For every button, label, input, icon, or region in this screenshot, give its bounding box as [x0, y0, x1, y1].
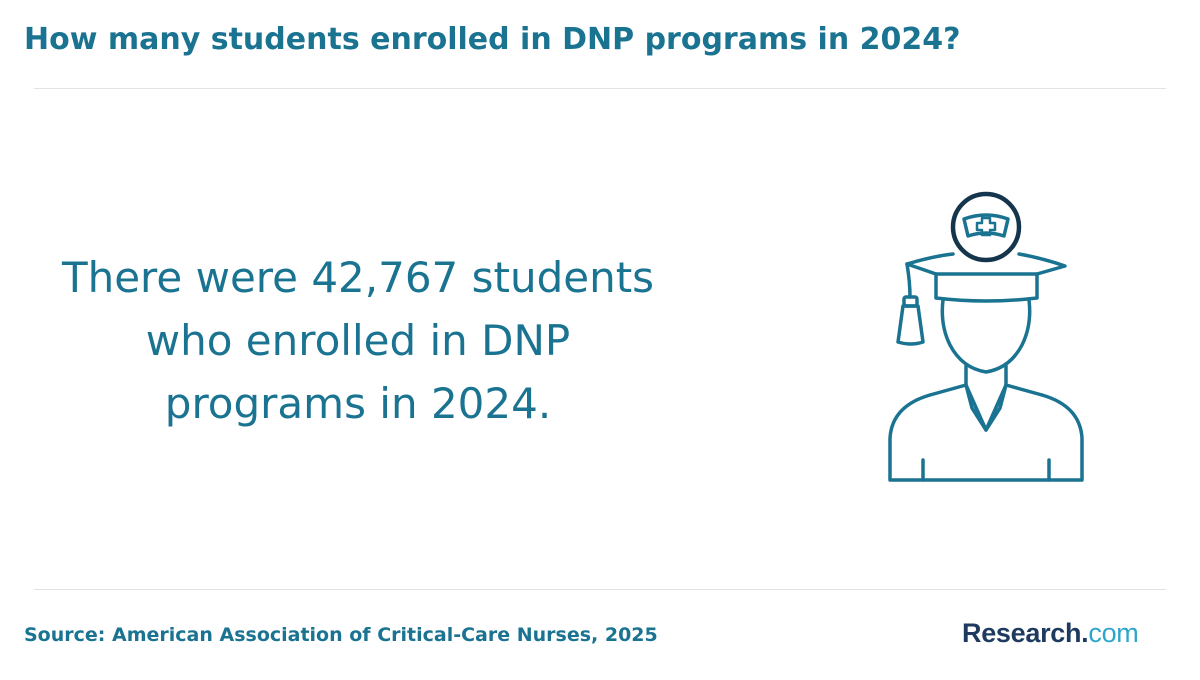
graduate-nurse-icon — [880, 190, 1090, 490]
stat-statement: There were 42,767 students who enrolled … — [61, 253, 655, 428]
research-com-logo[interactable]: Research.com — [962, 618, 1139, 649]
logo-tld-text: com — [1088, 618, 1139, 648]
bottom-divider — [34, 589, 1166, 590]
page-title: How many students enrolled in DNP progra… — [24, 22, 961, 57]
top-divider — [34, 88, 1166, 89]
logo-main-text: Research. — [962, 618, 1089, 648]
source-citation: Source: American Association of Critical… — [24, 624, 658, 646]
